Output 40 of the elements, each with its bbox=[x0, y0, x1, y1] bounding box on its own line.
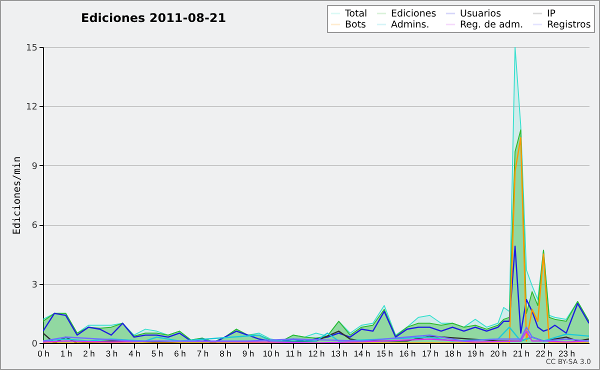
legend-label: Total bbox=[344, 8, 368, 20]
x-tick-label: 12 h bbox=[308, 348, 326, 358]
legend-label: IP bbox=[547, 8, 556, 20]
x-tick-label: 18 h bbox=[444, 348, 462, 358]
legend-label: Reg. de adm. bbox=[460, 20, 524, 30]
x-tick-label: 20 h bbox=[490, 348, 508, 358]
y-tick-label: 3 bbox=[32, 280, 38, 290]
x-tick-label: 5 h bbox=[151, 348, 164, 358]
legend-label: Bots bbox=[345, 20, 366, 30]
x-tick-label: 15 h bbox=[376, 348, 394, 358]
x-tick-label: 0 h bbox=[38, 348, 50, 358]
x-tick-label: 22 h bbox=[536, 348, 553, 358]
y-tick-label: 6 bbox=[32, 221, 38, 232]
x-tick-label: 8 h bbox=[220, 348, 232, 358]
x-tick-label: 7 h bbox=[196, 348, 209, 358]
legend-label: Admins. bbox=[391, 20, 430, 30]
y-tick-label: 12 bbox=[26, 102, 38, 113]
legend-label: Usuarios bbox=[460, 8, 502, 20]
legend-label: Ediciones bbox=[391, 8, 436, 20]
x-tick-label: 9 h bbox=[242, 348, 254, 358]
y-tick-label: 0 bbox=[32, 340, 38, 350]
x-tick-label: 3 h bbox=[106, 348, 118, 358]
legend-label: Registros bbox=[547, 20, 591, 30]
chart-title: Ediciones 2011-08-21 bbox=[81, 11, 226, 25]
x-tick-label: 6 h bbox=[174, 348, 186, 358]
x-tick-label: 23 h bbox=[558, 348, 576, 358]
x-tick-label: 14 h bbox=[354, 348, 371, 358]
x-tick-label: 2 h bbox=[83, 348, 96, 358]
x-tick-label: 17 h bbox=[422, 348, 439, 358]
x-tick-label: 11 h bbox=[286, 348, 302, 358]
x-tick-label: 1 h bbox=[60, 348, 72, 358]
x-tick-label: 13 h bbox=[330, 348, 348, 358]
x-tick-label: 19 h bbox=[467, 348, 484, 358]
x-tick-label: 21 h bbox=[512, 348, 530, 358]
x-tick-label: 4 h bbox=[128, 348, 141, 358]
y-axis-title: Ediciones/min bbox=[12, 156, 24, 235]
x-tick-label: 16 h bbox=[399, 348, 416, 358]
y-tick-label: 15 bbox=[26, 44, 38, 54]
y-tick-label: 9 bbox=[32, 162, 38, 172]
x-tick-label: 10 h bbox=[262, 348, 280, 358]
